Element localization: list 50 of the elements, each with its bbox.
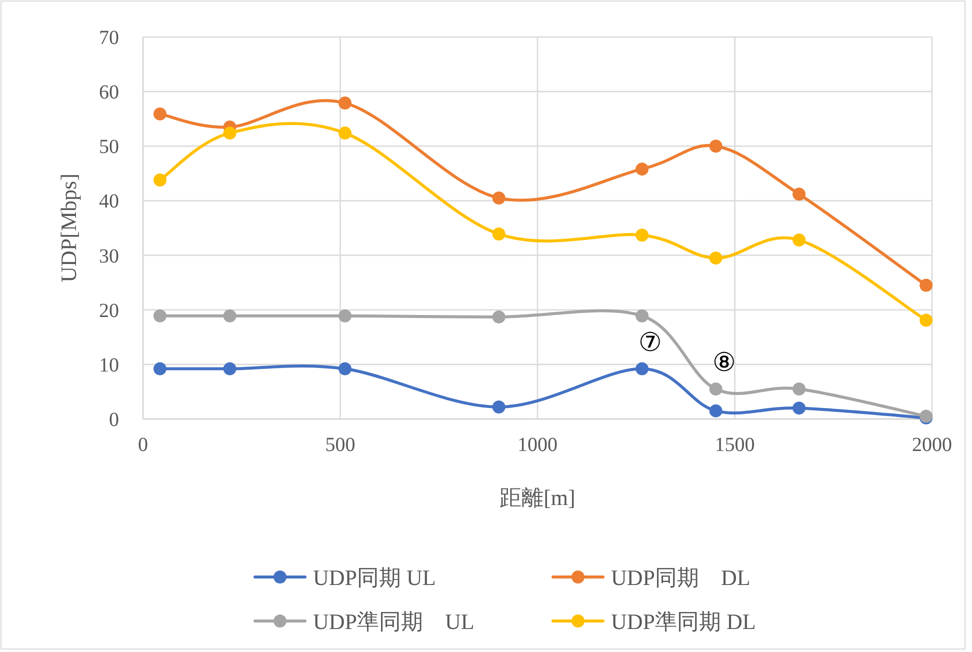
point	[792, 402, 806, 415]
point	[709, 252, 722, 265]
point	[920, 314, 933, 327]
point	[636, 362, 649, 376]
point	[492, 310, 506, 324]
point	[709, 140, 722, 153]
point	[338, 362, 352, 376]
x-axis-title: 距離[m]	[500, 485, 576, 510]
point	[223, 126, 236, 140]
y-axis-title: UDP[Mbps]	[56, 174, 81, 282]
point	[920, 278, 933, 292]
y-tick-label: 0	[109, 409, 119, 431]
point	[792, 234, 806, 247]
x-tick-label: 1000	[518, 434, 558, 456]
point	[792, 188, 806, 201]
point	[153, 362, 166, 376]
y-tick-label: 40	[99, 190, 119, 213]
point	[223, 362, 236, 376]
point	[636, 162, 649, 176]
legend-label: UDP準同期 DL	[611, 609, 756, 634]
point	[153, 309, 166, 322]
point	[223, 309, 236, 322]
annotation: ⑧	[712, 348, 736, 377]
point	[492, 400, 506, 414]
legend-label: UDP同期 DL	[611, 565, 750, 590]
x-tick-label: 2000	[912, 434, 952, 456]
y-tick-label: 20	[99, 300, 119, 322]
annotation: ⑦	[638, 328, 662, 357]
point	[492, 191, 506, 204]
point	[709, 404, 722, 418]
y-tick-label: 70	[99, 27, 119, 49]
x-tick-label: 1500	[714, 434, 755, 456]
x-tick-label: 500	[325, 434, 356, 456]
point	[338, 309, 352, 322]
legend-label: UDP同期 UL	[313, 565, 436, 590]
point	[338, 126, 352, 140]
point	[792, 382, 806, 396]
y-tick-label: 50	[99, 136, 119, 158]
y-tick-label: 10	[99, 354, 119, 376]
y-tick-label: 60	[99, 82, 119, 104]
point	[153, 107, 166, 120]
point	[338, 96, 352, 110]
point	[492, 228, 506, 241]
point	[636, 228, 649, 242]
point	[709, 382, 722, 396]
point	[636, 309, 649, 322]
y-tick-label: 30	[99, 245, 119, 268]
legend-label: UDP準同期 UL	[313, 609, 474, 634]
x-tick-label: 0	[138, 434, 148, 456]
point	[153, 173, 166, 186]
